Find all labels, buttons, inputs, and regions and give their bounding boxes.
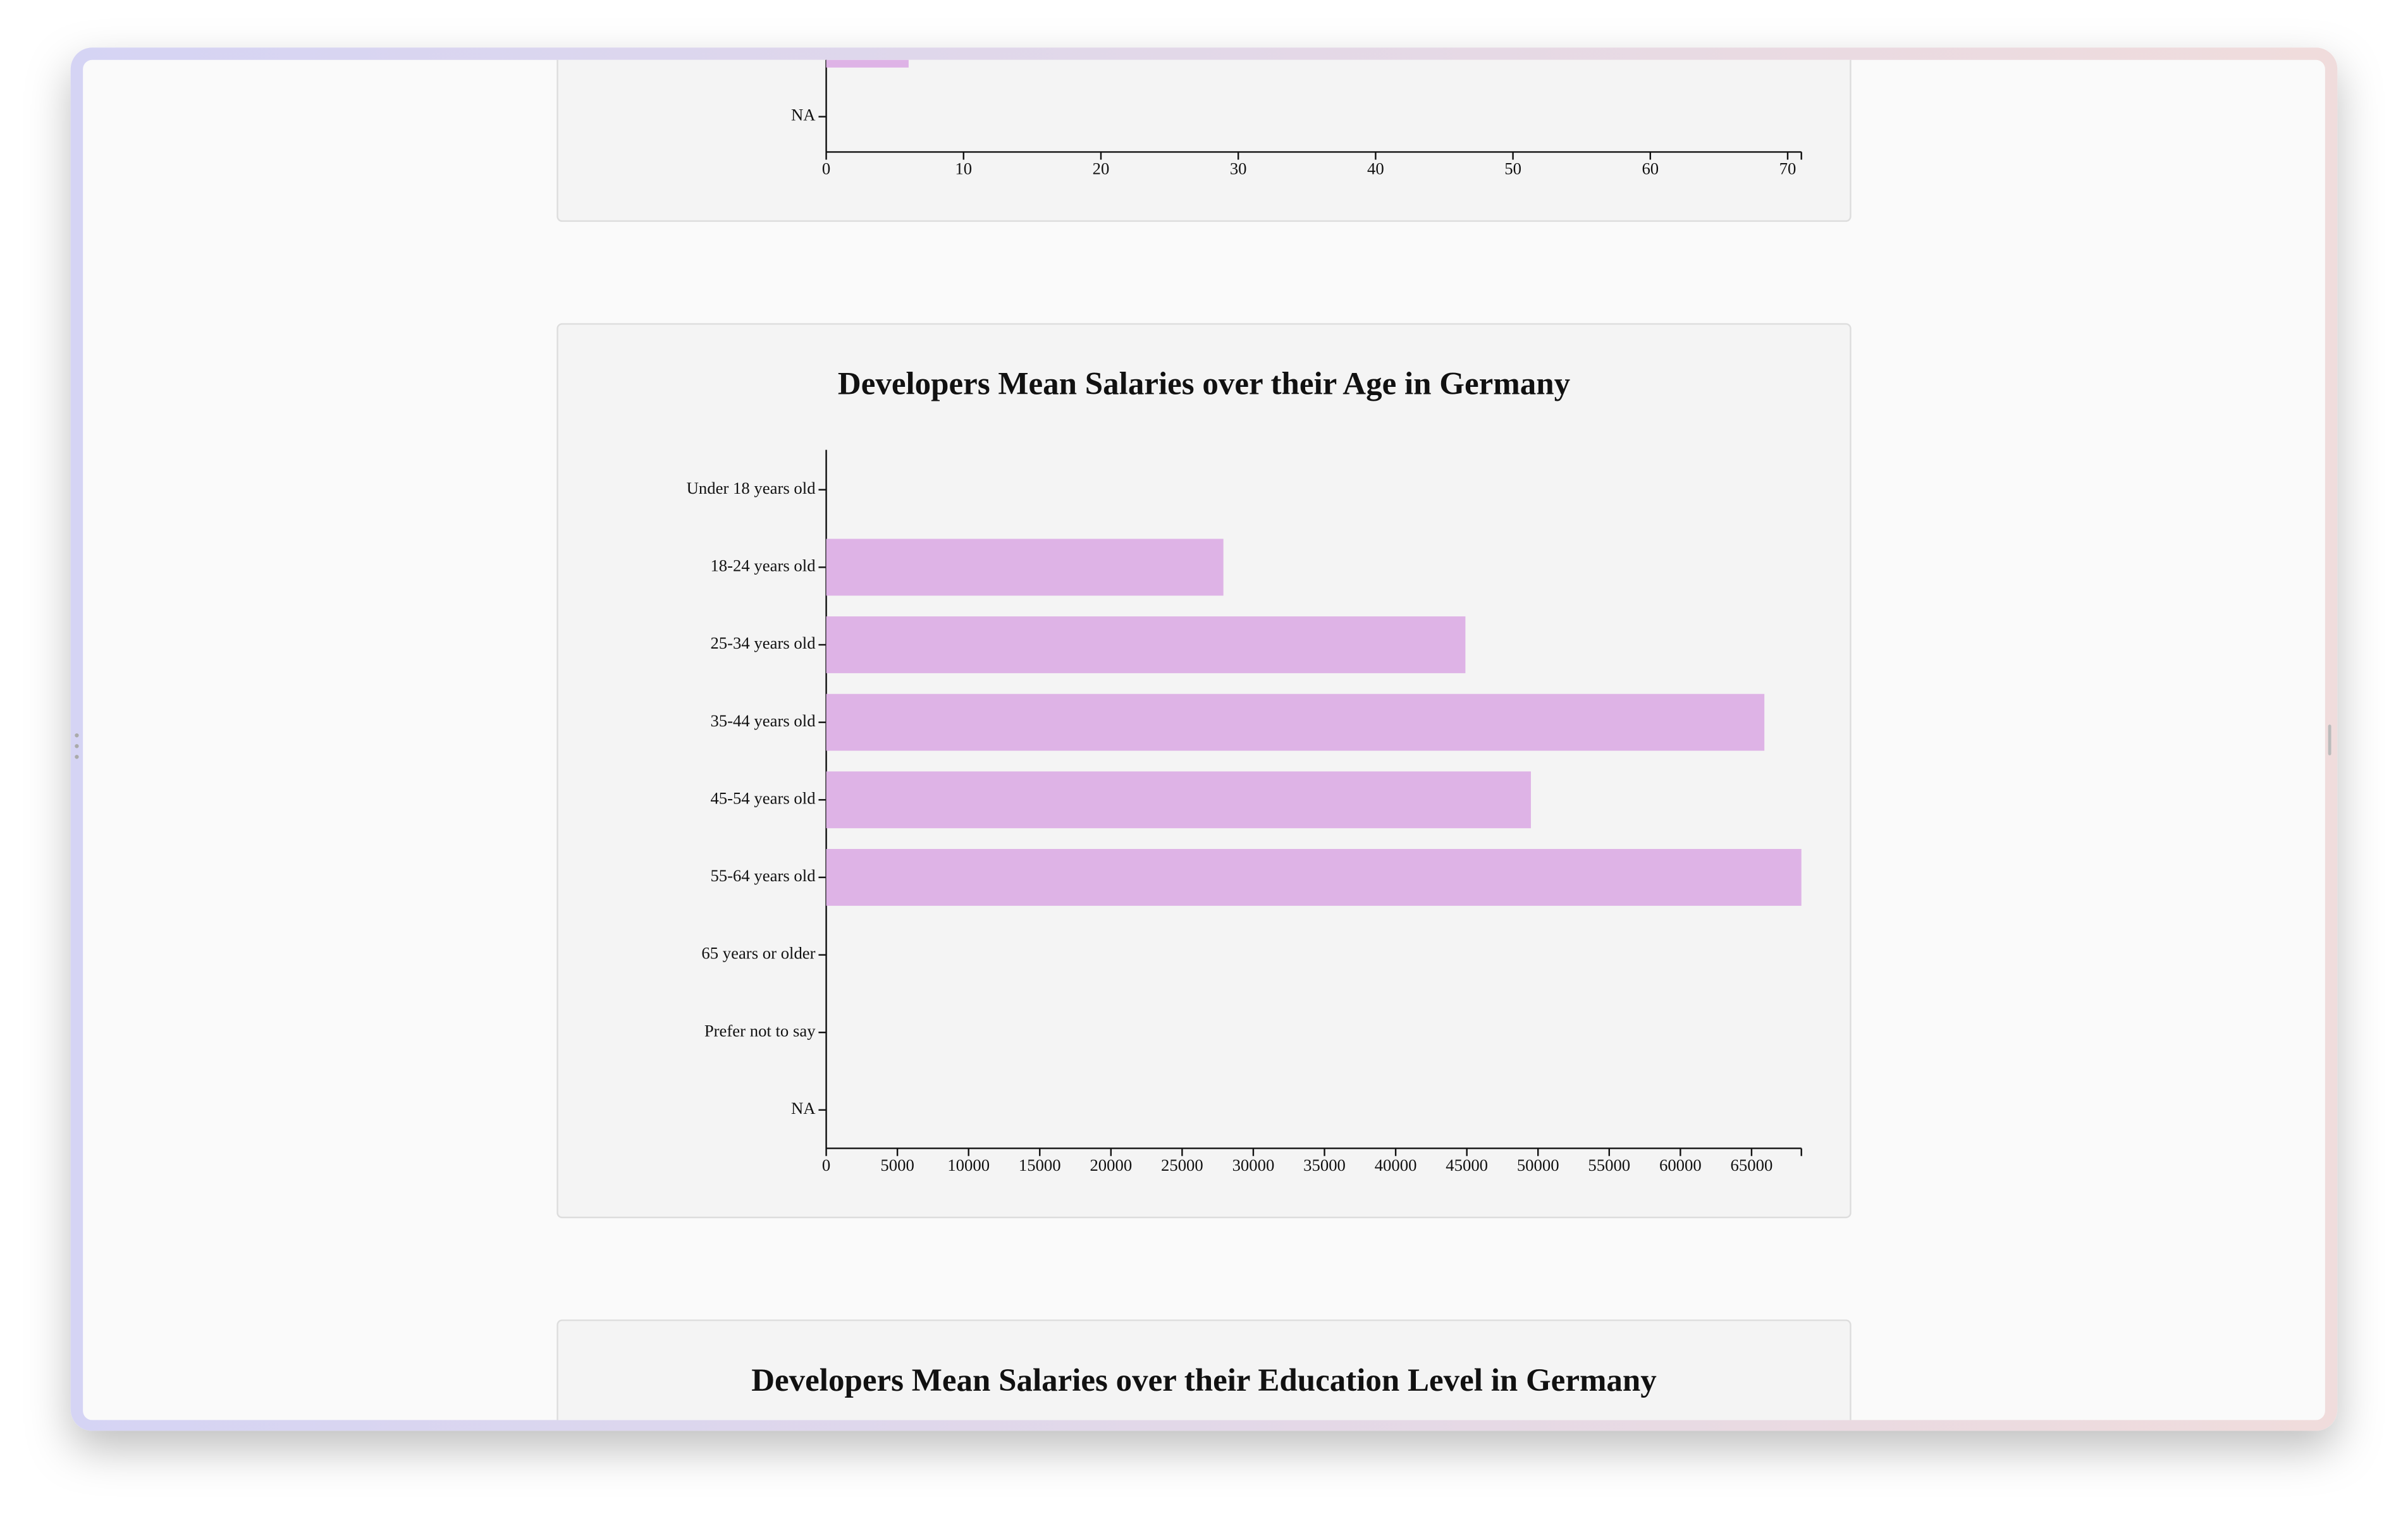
x-tick-label: 10 bbox=[955, 159, 972, 178]
bar bbox=[826, 539, 1224, 596]
x-tick-label: 20 bbox=[1093, 159, 1110, 178]
y-tick-label: NA bbox=[791, 1099, 816, 1118]
x-tick-label: 40 bbox=[1367, 159, 1384, 178]
x-tick-label: 40000 bbox=[1375, 1156, 1417, 1175]
x-tick-label: 0 bbox=[822, 159, 830, 178]
x-tick-label: 60000 bbox=[1659, 1156, 1702, 1175]
x-tick-label: 25000 bbox=[1161, 1156, 1203, 1175]
bar bbox=[826, 693, 1765, 751]
content: 0 10 20 30 40 50 60 70 NA Developers Mean Salarie… bbox=[556, 59, 1852, 1420]
y-tick-label: 45-54 years old bbox=[710, 788, 816, 807]
x-tick-label: 30 bbox=[1230, 159, 1247, 178]
x-tick-label: 5000 bbox=[880, 1156, 914, 1175]
resize-handle bbox=[75, 733, 79, 759]
x-tick-label: 30000 bbox=[1232, 1156, 1275, 1175]
bar bbox=[826, 616, 1466, 673]
x-tick-label: 45000 bbox=[1446, 1156, 1488, 1175]
chart-title: Developers Mean Salaries over their Educ… bbox=[751, 1363, 1657, 1398]
chart-card bbox=[556, 59, 1852, 222]
y-tick-label: Prefer not to say bbox=[704, 1021, 816, 1040]
resize-handle bbox=[2328, 724, 2331, 755]
y-tick-label: 18-24 years old bbox=[710, 556, 816, 575]
x-tick-label: 65000 bbox=[1731, 1156, 1773, 1175]
x-tick-label: 70 bbox=[1779, 159, 1797, 178]
chart-title: Developers Mean Salaries over their Age … bbox=[838, 367, 1570, 402]
x-tick-label: 50000 bbox=[1517, 1156, 1559, 1175]
x-tick-label: 20000 bbox=[1090, 1156, 1132, 1175]
y-tick-label: Under 18 years old bbox=[687, 479, 816, 497]
bar bbox=[826, 849, 1802, 906]
y-tick-label: 25-34 years old bbox=[710, 633, 816, 652]
y-tick-label: 65 years or older bbox=[701, 944, 815, 963]
chart-card bbox=[556, 323, 1852, 1219]
chart-card bbox=[556, 1319, 1852, 1420]
x-tick-label: 10000 bbox=[947, 1156, 990, 1175]
y-tick-label: 35-44 years old bbox=[710, 711, 816, 730]
x-tick-label: 15000 bbox=[1019, 1156, 1061, 1175]
y-tick-label: 55-64 years old bbox=[710, 866, 816, 885]
x-tick-label: 0 bbox=[822, 1156, 830, 1175]
x-tick-label: 60 bbox=[1642, 159, 1659, 178]
x-tick-label: 35000 bbox=[1303, 1156, 1346, 1175]
x-tick-label: 50 bbox=[1504, 159, 1521, 178]
bar bbox=[826, 771, 1531, 829]
x-tick-label: 55000 bbox=[1588, 1156, 1630, 1175]
y-tick-label: NA bbox=[791, 106, 816, 125]
bar bbox=[826, 59, 909, 68]
